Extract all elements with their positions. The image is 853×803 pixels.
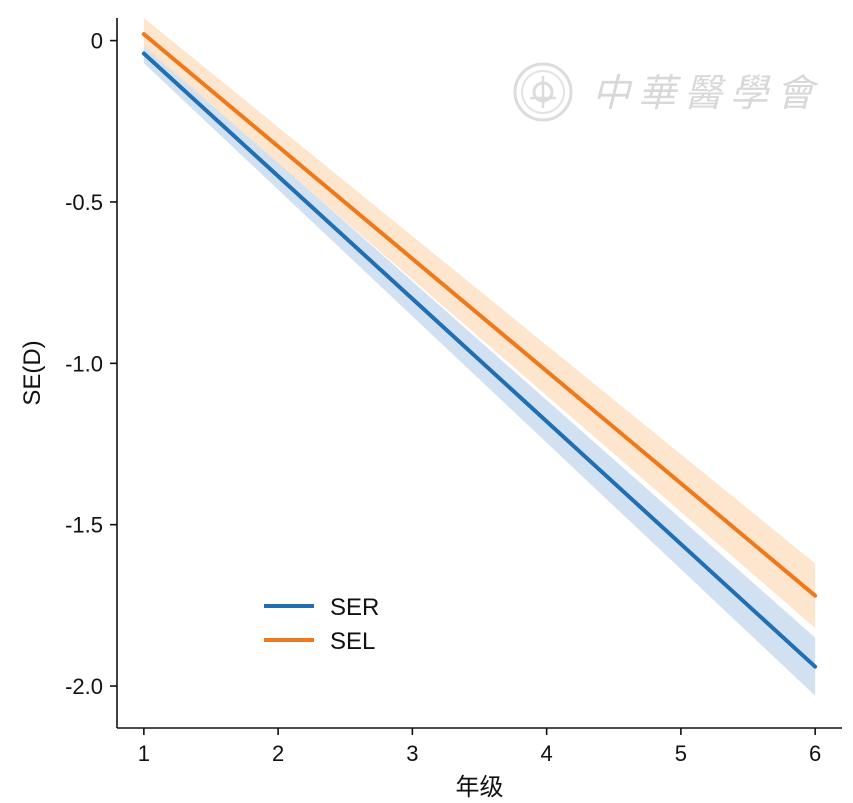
legend-label-ser: SER (330, 594, 379, 621)
x-tick-label: 3 (406, 741, 418, 766)
watermark: 中華醫學會 (513, 62, 822, 122)
x-tick-label: 1 (138, 741, 150, 766)
x-tick-label: 2 (272, 741, 284, 766)
y-axis-label: SE(D) (19, 340, 46, 405)
x-axis-ticks: 1 2 3 4 5 6 (138, 728, 821, 766)
x-tick-label: 4 (541, 741, 553, 766)
y-tick-label: -0.5 (65, 190, 103, 215)
ci-band-ser (143, 43, 816, 696)
x-tick-label: 6 (809, 741, 821, 766)
y-axis-ticks: 0 -0.5 -1.0 -1.5 -2.0 (65, 29, 117, 699)
y-tick-label: -1.0 (65, 351, 103, 376)
ci-band-sel (143, 18, 816, 628)
y-tick-label: 0 (91, 29, 103, 54)
x-tick-label: 5 (675, 741, 687, 766)
legend: SER SEL (264, 594, 379, 655)
watermark-seal (513, 62, 573, 122)
series-lines (141, 32, 818, 669)
series-line-ser (141, 51, 818, 669)
y-tick-label: -1.5 (65, 513, 103, 538)
x-axis-label: 年级 (456, 774, 504, 801)
watermark-text: 中華醫學會 (592, 71, 822, 115)
legend-label-sel: SEL (330, 628, 375, 655)
y-tick-label: -2.0 (65, 674, 103, 699)
series-line-sel (141, 32, 818, 598)
